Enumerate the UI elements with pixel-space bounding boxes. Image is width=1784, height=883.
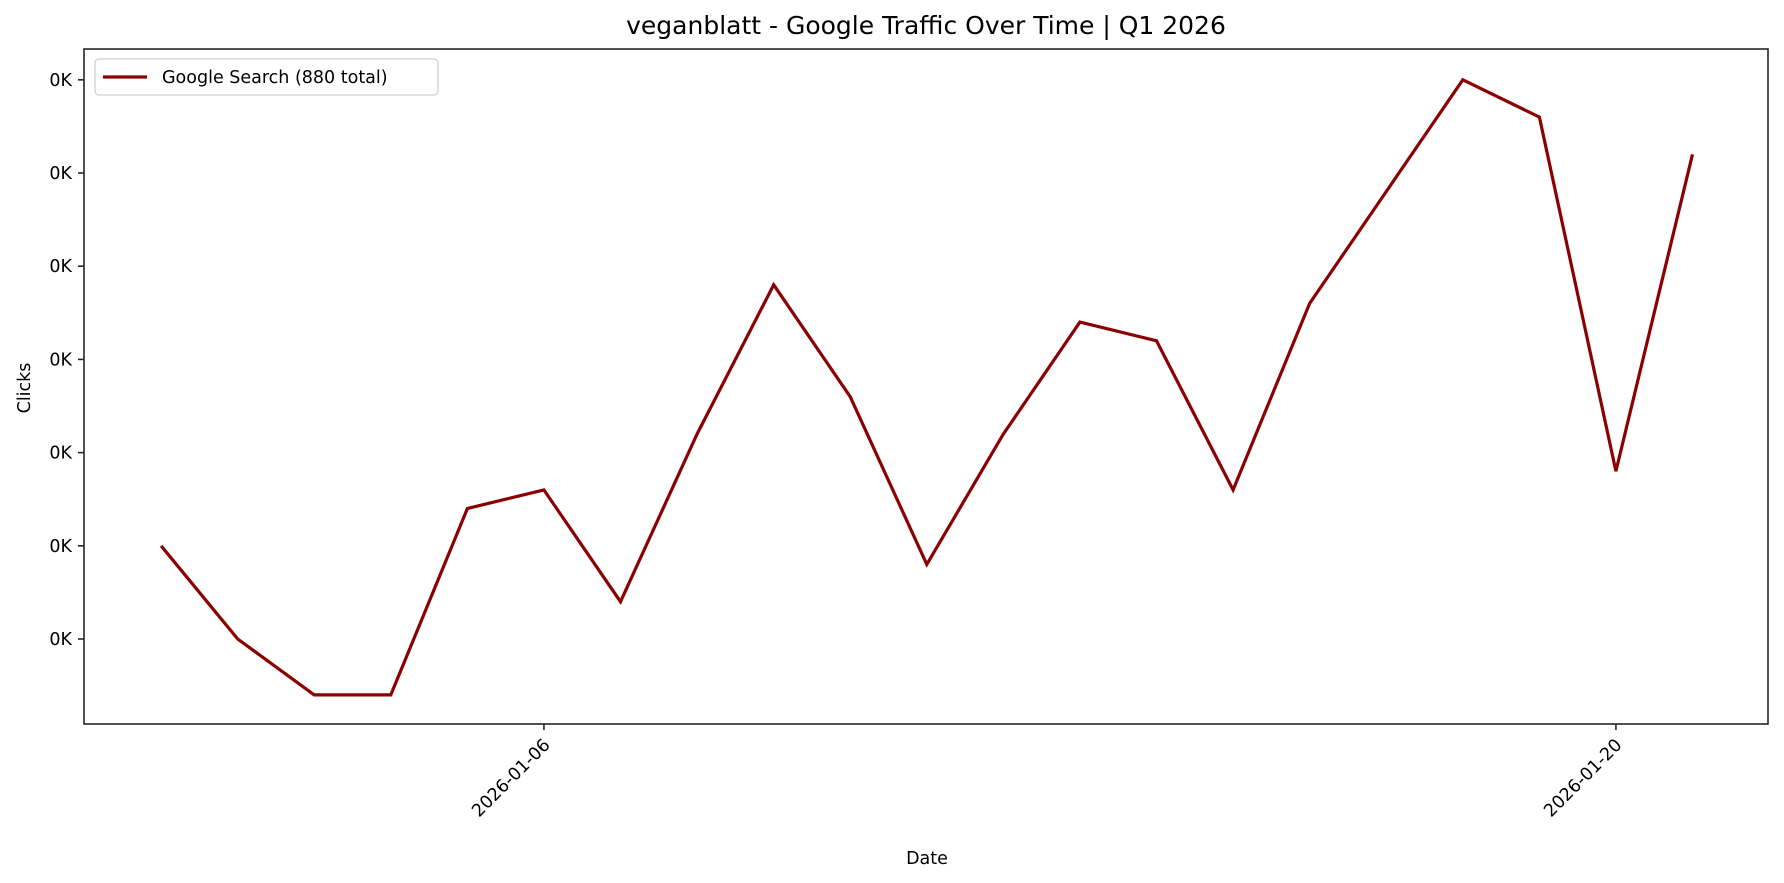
y-tick-label: 0K (49, 164, 72, 184)
y-tick-label: 0K (49, 444, 72, 464)
legend: Google Search (880 total) (94, 58, 439, 96)
x-axis-label: Date (906, 849, 948, 869)
y-axis-ticks: 0K 0K 0K 0K 0K 0K 0K (49, 71, 84, 650)
x-axis-ticks: 2026-01-06 2026-01-20 (468, 724, 1626, 821)
y-axis-label: Clicks (15, 363, 35, 414)
legend-box (94, 58, 439, 96)
y-tick-label: 0K (49, 630, 72, 650)
y-tick-label: 0K (49, 537, 72, 557)
y-tick-label: 0K (49, 71, 72, 91)
legend-label: Google Search (880 total) (162, 68, 388, 88)
series-line-google-search (159, 77, 1695, 697)
y-tick-label: 0K (49, 257, 72, 277)
plot-frame (83, 48, 1769, 725)
x-tick-label: 2026-01-20 (1540, 735, 1626, 821)
x-tick-label: 2026-01-06 (468, 735, 554, 821)
y-tick-label: 0K (49, 350, 72, 370)
chart-title: veganblatt - Google Traffic Over Time | … (626, 11, 1226, 40)
